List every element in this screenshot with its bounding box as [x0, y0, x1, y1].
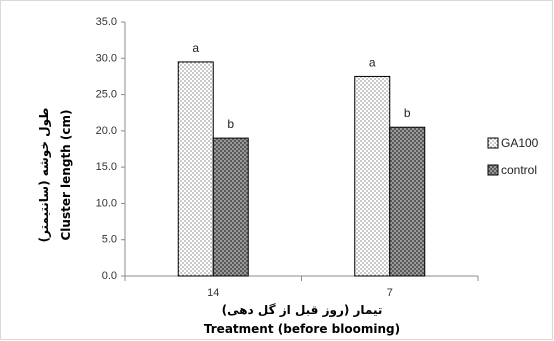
- y-axis-title: Cluster length (cm): [59, 109, 73, 240]
- legend-swatch-control: [487, 164, 499, 176]
- bar-ga100-7: [354, 75, 391, 277]
- y-tick-label: 0.0: [102, 270, 117, 282]
- y-tick-label: 25.0: [96, 89, 117, 101]
- bars-group: [177, 61, 426, 277]
- x-axis: 14 7: [124, 275, 479, 299]
- bar-control-14: [212, 137, 249, 277]
- x-tick-label: 14: [207, 287, 219, 299]
- x-axis-title-farsi: تیمار (روز قبل از گل دهی): [222, 303, 383, 318]
- y-tick-label: 20.0: [96, 125, 117, 137]
- x-axis-title: Treatment (before blooming): [204, 322, 400, 336]
- legend-label-ga100: GA100: [501, 136, 539, 150]
- x-tick-label: 7: [387, 287, 393, 299]
- legend-label-control: control: [501, 163, 537, 177]
- y-tick-label: 5.0: [102, 234, 117, 246]
- y-tick-label: 35.0: [96, 16, 117, 28]
- legend: GA100 control: [487, 136, 539, 177]
- significance-letter: b: [227, 117, 234, 131]
- y-axis-title-farsi: طول خوشه (سانتیمتر): [37, 108, 52, 243]
- significance-letter: a: [369, 55, 376, 69]
- y-axis: 0.0 5.0 10.0 15.0 20.0 25.0 30.0 35.0: [96, 16, 126, 282]
- bar-control-7: [389, 126, 426, 277]
- legend-swatch-ga100: [487, 137, 499, 149]
- y-tick-label: 10.0: [96, 197, 117, 209]
- bar-ga100-14: [177, 61, 214, 277]
- y-tick-label: 30.0: [96, 52, 117, 64]
- significance-letter: a: [192, 41, 199, 55]
- significance-labels: a b a b: [192, 41, 411, 131]
- significance-letter: b: [404, 106, 411, 120]
- y-tick-label: 15.0: [96, 161, 117, 173]
